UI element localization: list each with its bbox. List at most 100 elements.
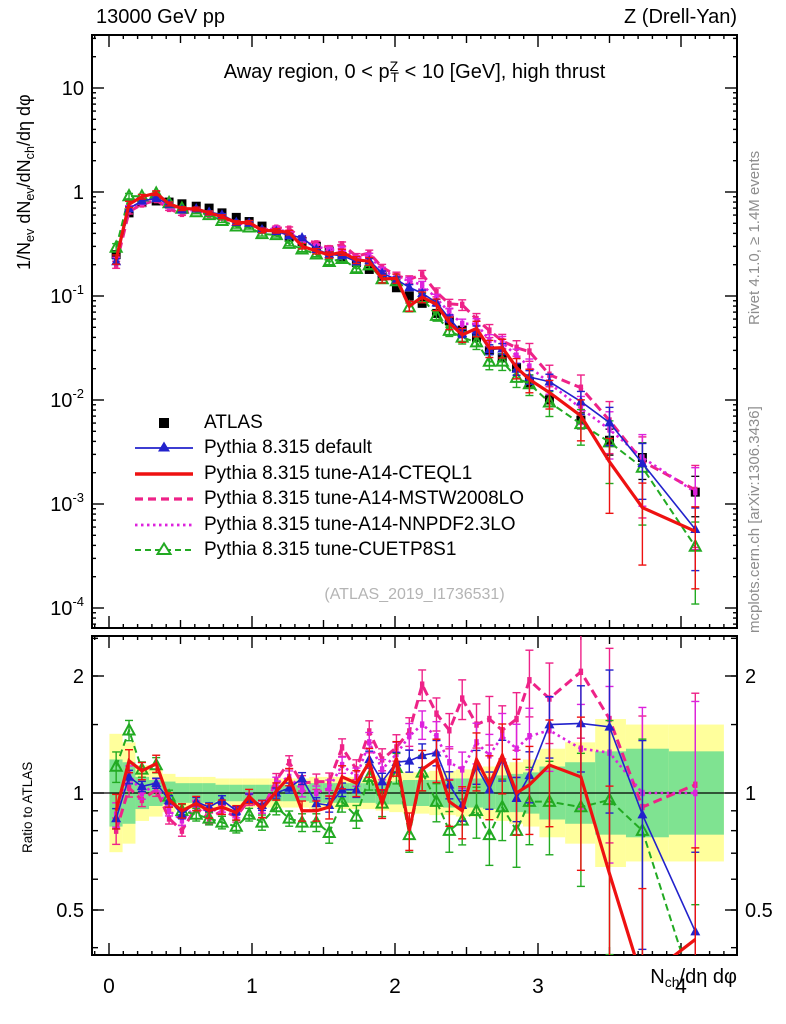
data-marker: [334, 793, 350, 807]
ratio-y-tick-label-left: 0.5: [56, 900, 84, 922]
main-panel-frame: [91, 34, 738, 629]
data-marker: [482, 826, 497, 841]
data-marker: [527, 363, 532, 370]
ratio-panel-frame: [91, 635, 738, 956]
data-marker: [487, 715, 492, 723]
data-marker: [604, 417, 615, 427]
legend-item-cuetp8s1: Pythia 8.315 tune-CUETP8S1: [133, 538, 524, 564]
data-marker: [124, 771, 135, 781]
data-marker: [514, 745, 519, 752]
process-label: Z (Drell-Yan): [624, 6, 737, 28]
data-marker: [241, 806, 257, 820]
main-y-tick-label: 10-4: [50, 594, 84, 620]
data-marker: [139, 789, 145, 797]
dashed-line-open-triangle-icon: [135, 541, 193, 556]
data-marker: [637, 457, 648, 468]
legend-label: Pythia 8.315 tune-CUETP8S1: [204, 539, 457, 561]
main-y-tick-label: 1: [73, 182, 84, 204]
data-marker: [514, 715, 519, 723]
data-marker: [404, 291, 414, 301]
ratio-y-tick-label-left: 2: [73, 666, 84, 688]
dotted-line-icon: [135, 523, 193, 527]
data-marker: [391, 283, 401, 293]
main-y-tick-label: 10-1: [50, 282, 84, 308]
data-marker: [434, 288, 439, 296]
solid-line-icon: [135, 472, 193, 476]
data-marker: [429, 307, 444, 321]
data-marker: [166, 807, 172, 814]
ratio-y-axis-label: Ratio to ATLAS: [20, 761, 35, 853]
legend-item-nnpdf23lo: Pythia 8.315 tune-A14-NNPDF2.3LO: [133, 512, 524, 538]
legend-label: Pythia 8.315 tune-A14-NNPDF2.3LO: [204, 513, 516, 535]
data-marker: [407, 733, 412, 740]
x-tick-label: 3: [532, 975, 544, 998]
data-marker: [284, 782, 295, 792]
data-marker: [482, 353, 497, 367]
data-marker: [495, 798, 510, 813]
data-marker: [495, 353, 510, 367]
data-marker: [690, 990, 701, 1000]
data-marker: [407, 277, 412, 285]
legend-item-default: Pythia 8.315 default: [133, 436, 524, 462]
data-marker: [637, 809, 648, 819]
atlas-marker-icon: [159, 417, 169, 428]
data-marker: [527, 677, 532, 684]
data-marker: [404, 281, 415, 292]
data-marker: [460, 320, 465, 327]
x-tick-label: 1: [246, 975, 258, 998]
data-marker: [419, 281, 425, 289]
data-marker: [286, 225, 292, 232]
data-marker: [367, 739, 372, 746]
x-axis-label: Nch/dη dφ: [650, 966, 737, 991]
ratio-y-tick-label-right: 1: [745, 783, 756, 805]
data-marker: [166, 815, 172, 822]
data-marker: [578, 384, 584, 391]
main-y-axis-label: 1/Nev dNev/dNch/dη dφ: [14, 94, 37, 270]
data-marker: [214, 814, 230, 828]
data-marker: [269, 798, 284, 813]
data-marker: [214, 212, 230, 226]
data-marker: [447, 727, 452, 734]
main-y-tick-label: 10: [62, 78, 84, 100]
legend-item-cteql1: Pythia 8.315 tune-A14-CTEQL1: [133, 461, 524, 487]
data-marker: [349, 808, 364, 822]
beam-energy-label: 13000 GeV pp: [96, 6, 225, 28]
mcplots-arxiv-note: mcplots.cern.ch [arXiv:1306.3436]: [746, 406, 763, 633]
legend-item-mstw2008lo: Pythia 8.315 tune-A14-MSTW2008LO: [133, 487, 524, 513]
plot-title: Away region, 0 < pZT < 10 [GeV], high th…: [223, 58, 606, 86]
data-marker: [419, 681, 425, 688]
data-marker: [514, 352, 519, 359]
data-marker: [151, 192, 162, 203]
data-marker: [151, 777, 162, 787]
data-marker: [299, 786, 305, 793]
data-marker: [447, 300, 452, 308]
data-marker: [509, 369, 524, 383]
data-marker: [434, 733, 439, 740]
data-marker: [419, 721, 425, 728]
data-marker: [136, 195, 147, 205]
data-marker: [322, 824, 337, 838]
data-marker: [216, 794, 227, 804]
legend: ATLAS Pythia 8.315 default Pythia 8.315 …: [133, 410, 524, 563]
series-main-1: [112, 190, 700, 590]
x-tick-label: 4: [675, 975, 687, 998]
data-marker: [297, 772, 308, 783]
data-marker: [179, 817, 185, 824]
data-marker: [179, 827, 185, 834]
data-marker: [514, 344, 519, 351]
data-marker: [419, 271, 425, 278]
ratio-y-tick-label-right: 2: [745, 666, 756, 688]
data-marker: [282, 810, 297, 824]
dashed-line-icon: [135, 497, 193, 501]
data-marker: [377, 776, 388, 786]
data-marker: [282, 235, 297, 249]
data-marker: [469, 334, 484, 348]
data-marker: [578, 668, 584, 676]
data-marker: [367, 728, 372, 735]
data-marker: [286, 759, 292, 766]
data-marker: [327, 784, 332, 792]
data-marker: [121, 722, 137, 736]
x-tick-label: 0: [103, 975, 115, 998]
